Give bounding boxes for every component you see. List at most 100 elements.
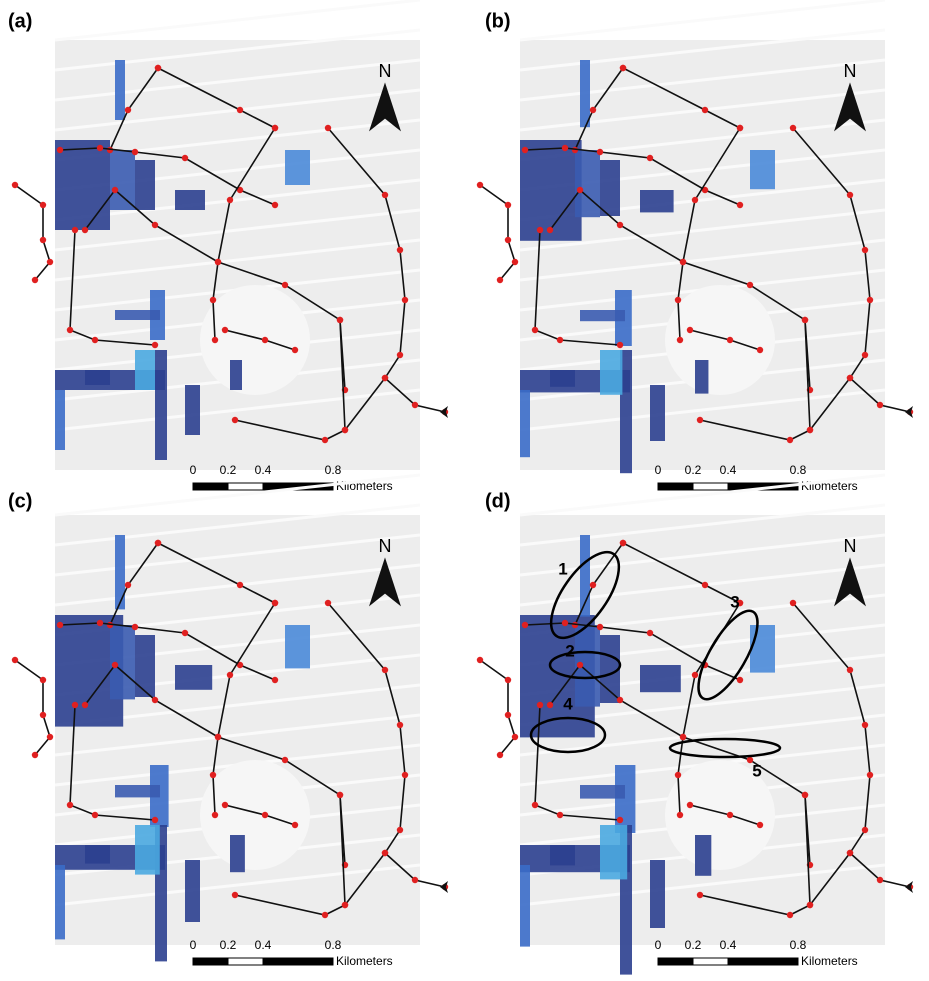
node	[747, 282, 753, 288]
flood-area	[550, 370, 575, 387]
scale-tick-label: 0.8	[325, 463, 342, 477]
node	[727, 337, 733, 343]
scale-bar	[693, 483, 728, 490]
node	[282, 282, 288, 288]
node	[790, 600, 796, 606]
node	[32, 752, 38, 758]
node	[97, 620, 103, 626]
scale-unit: Kilometers	[801, 954, 858, 968]
node	[72, 702, 78, 708]
flood-area	[650, 860, 665, 928]
node	[322, 437, 328, 443]
node	[697, 417, 703, 423]
node	[620, 540, 626, 546]
node	[512, 734, 518, 740]
node	[617, 697, 623, 703]
node	[727, 812, 733, 818]
scale-bar	[693, 958, 728, 965]
node	[57, 147, 63, 153]
flood-area	[695, 360, 708, 394]
node	[505, 237, 511, 243]
node	[577, 662, 583, 668]
node	[477, 657, 483, 663]
node	[737, 202, 743, 208]
node	[847, 375, 853, 381]
flood-area	[115, 60, 125, 120]
scale-tick-label: 0.4	[720, 938, 737, 952]
scale-unit: Kilometers	[336, 954, 393, 968]
flood-area	[55, 390, 65, 450]
scale-tick-label: 0.8	[325, 938, 342, 952]
flood-area	[580, 60, 590, 127]
scale-tick-label: 0.8	[790, 463, 807, 477]
node	[862, 247, 868, 253]
flood-area	[85, 370, 110, 385]
flood-area	[230, 835, 245, 872]
flood-area	[285, 625, 310, 668]
scale-tick-label: 0	[190, 463, 197, 477]
node	[512, 259, 518, 265]
flood-area	[550, 845, 575, 865]
node	[292, 347, 298, 353]
node	[125, 582, 131, 588]
node	[337, 792, 343, 798]
node	[272, 677, 278, 683]
map-background	[55, 40, 420, 470]
node	[97, 145, 103, 151]
node	[397, 247, 403, 253]
node	[67, 802, 73, 808]
annotation-label: 3	[730, 592, 739, 611]
panel-label: (b)	[485, 10, 511, 32]
flood-area	[155, 350, 167, 460]
scale-bar	[193, 483, 228, 490]
node	[12, 182, 18, 188]
annotation-label: 1	[558, 559, 567, 578]
node	[412, 402, 418, 408]
figure: N(a)00.20.40.8KilometersN(b)00.20.40.8Ki…	[0, 0, 929, 976]
annotation-label: 5	[752, 761, 761, 780]
map-panel: N	[12, 475, 448, 961]
flood-area	[55, 140, 110, 230]
node	[847, 192, 853, 198]
flood-area	[175, 665, 212, 690]
node	[232, 892, 238, 898]
street	[520, 0, 885, 40]
node	[867, 772, 873, 778]
node	[692, 197, 698, 203]
node	[847, 850, 853, 856]
scale-bar	[193, 958, 228, 965]
node	[675, 772, 681, 778]
pipe-line	[480, 185, 515, 280]
node	[590, 582, 596, 588]
node	[847, 667, 853, 673]
scale-bar	[228, 958, 263, 965]
street	[55, 475, 420, 515]
node	[212, 337, 218, 343]
flood-area	[650, 385, 665, 441]
north-label: N	[844, 61, 857, 81]
flood-area	[520, 390, 530, 457]
scale-tick-label: 0.4	[255, 938, 272, 952]
node	[72, 227, 78, 233]
node	[232, 417, 238, 423]
pipe-line	[15, 185, 50, 280]
node	[597, 624, 603, 630]
node	[112, 187, 118, 193]
node	[687, 327, 693, 333]
node	[547, 227, 553, 233]
flood-area	[575, 150, 600, 217]
north-label: N	[844, 536, 857, 556]
node	[262, 812, 268, 818]
node	[680, 259, 686, 265]
node	[272, 125, 278, 131]
node	[382, 850, 388, 856]
flood-area	[600, 350, 622, 395]
north-label: N	[379, 536, 392, 556]
node	[677, 812, 683, 818]
node	[577, 187, 583, 193]
node	[647, 155, 653, 161]
node	[590, 107, 596, 113]
node	[697, 892, 703, 898]
node	[210, 772, 216, 778]
flood-area	[285, 150, 310, 185]
